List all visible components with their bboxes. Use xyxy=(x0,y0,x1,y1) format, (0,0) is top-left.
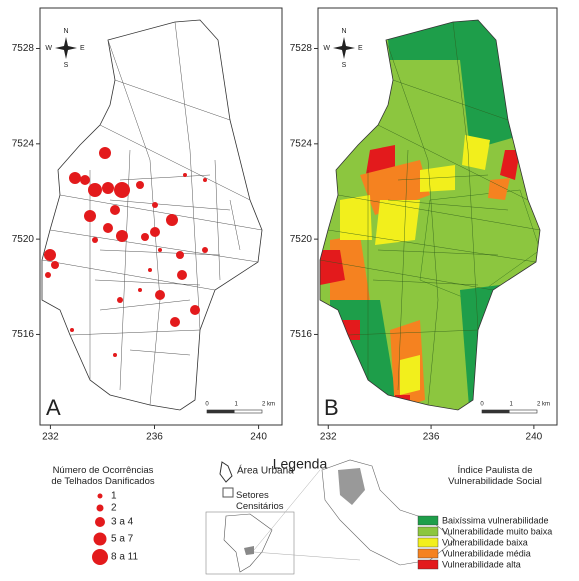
damage-class: 5 a 7 xyxy=(111,534,134,545)
compass xyxy=(333,37,355,59)
y-tick-label: 7520 xyxy=(290,234,313,245)
vulnerability-swatch xyxy=(417,548,439,559)
y-tick-label: 7528 xyxy=(12,43,35,54)
compass-s: S xyxy=(342,62,347,69)
x-tick-label: 240 xyxy=(250,432,267,443)
x-tick-label: 236 xyxy=(423,432,440,443)
damage-class: 3 a 4 xyxy=(111,517,134,528)
vulnerability-class: Baixíssima vulnerabilidade xyxy=(442,515,549,525)
y-tick-label: 7516 xyxy=(12,329,35,340)
vulnerability-swatch xyxy=(417,515,439,526)
y-tick-label: 7524 xyxy=(12,138,35,149)
damage-symbol xyxy=(93,532,107,546)
scale-bar-fill xyxy=(207,410,235,413)
compass-e: E xyxy=(80,45,85,52)
scale-label: 1 xyxy=(510,402,514,408)
vulnerability-class: Vulnerabilidade muito baixa xyxy=(442,526,552,536)
compass-s: S xyxy=(64,62,69,69)
x-tick-label: 236 xyxy=(146,432,163,443)
damage-symbol xyxy=(96,504,104,512)
scale-label: 0 xyxy=(480,402,484,408)
compass-w: W xyxy=(323,45,330,52)
y-tick-label: 7528 xyxy=(290,43,313,54)
x-tick-label: 232 xyxy=(320,432,337,443)
compass-w: W xyxy=(45,45,52,52)
scale-bar-fill xyxy=(482,410,510,413)
vulnerability-swatch xyxy=(417,559,439,570)
damage-class: 1 xyxy=(111,491,117,502)
compass-n: N xyxy=(63,28,68,35)
y-tick-label: 7520 xyxy=(12,234,35,245)
vulnerability-class: Vulnerabilidade alta xyxy=(442,559,521,569)
damage-symbol xyxy=(92,549,108,565)
damage-symbol xyxy=(95,517,105,527)
scale-label: 1 xyxy=(235,402,239,408)
damage-class: 8 a 11 xyxy=(111,552,138,563)
x-tick-label: 232 xyxy=(42,432,59,443)
vulnerability-class: Vulnerabilidade média xyxy=(442,548,531,558)
damage-symbol xyxy=(97,493,103,499)
damage-legend-title: Número de Ocorrências de Telhados Danifi… xyxy=(51,465,155,487)
scale-label: 0 xyxy=(205,402,209,408)
damage-class: 2 xyxy=(111,503,117,514)
x-tick-label: 240 xyxy=(526,432,543,443)
vulnerability-class: Vulnerabilidade baixa xyxy=(442,537,528,547)
panel-label: A xyxy=(46,395,61,420)
inset-map xyxy=(205,459,456,575)
urban-area-label: Área Urbana xyxy=(237,464,294,477)
vulnerability-legend-title: Índice Paulista de Vulnerabilidade Socia… xyxy=(448,465,542,487)
scale-label: 2 km xyxy=(262,402,275,408)
map-a xyxy=(41,19,263,411)
y-tick-label: 7524 xyxy=(290,138,313,149)
legend-title: Legenda xyxy=(273,456,328,472)
compass-n: N xyxy=(341,28,346,35)
vulnerability-swatch xyxy=(417,537,439,548)
compass xyxy=(55,37,77,59)
y-tick-label: 7516 xyxy=(290,329,313,340)
compass-e: E xyxy=(358,45,363,52)
scale-label: 2 km xyxy=(537,402,550,408)
census-sectors-label: Setores Censitários xyxy=(236,490,284,512)
vulnerability-swatch xyxy=(417,526,439,537)
panel-label: B xyxy=(324,395,339,420)
